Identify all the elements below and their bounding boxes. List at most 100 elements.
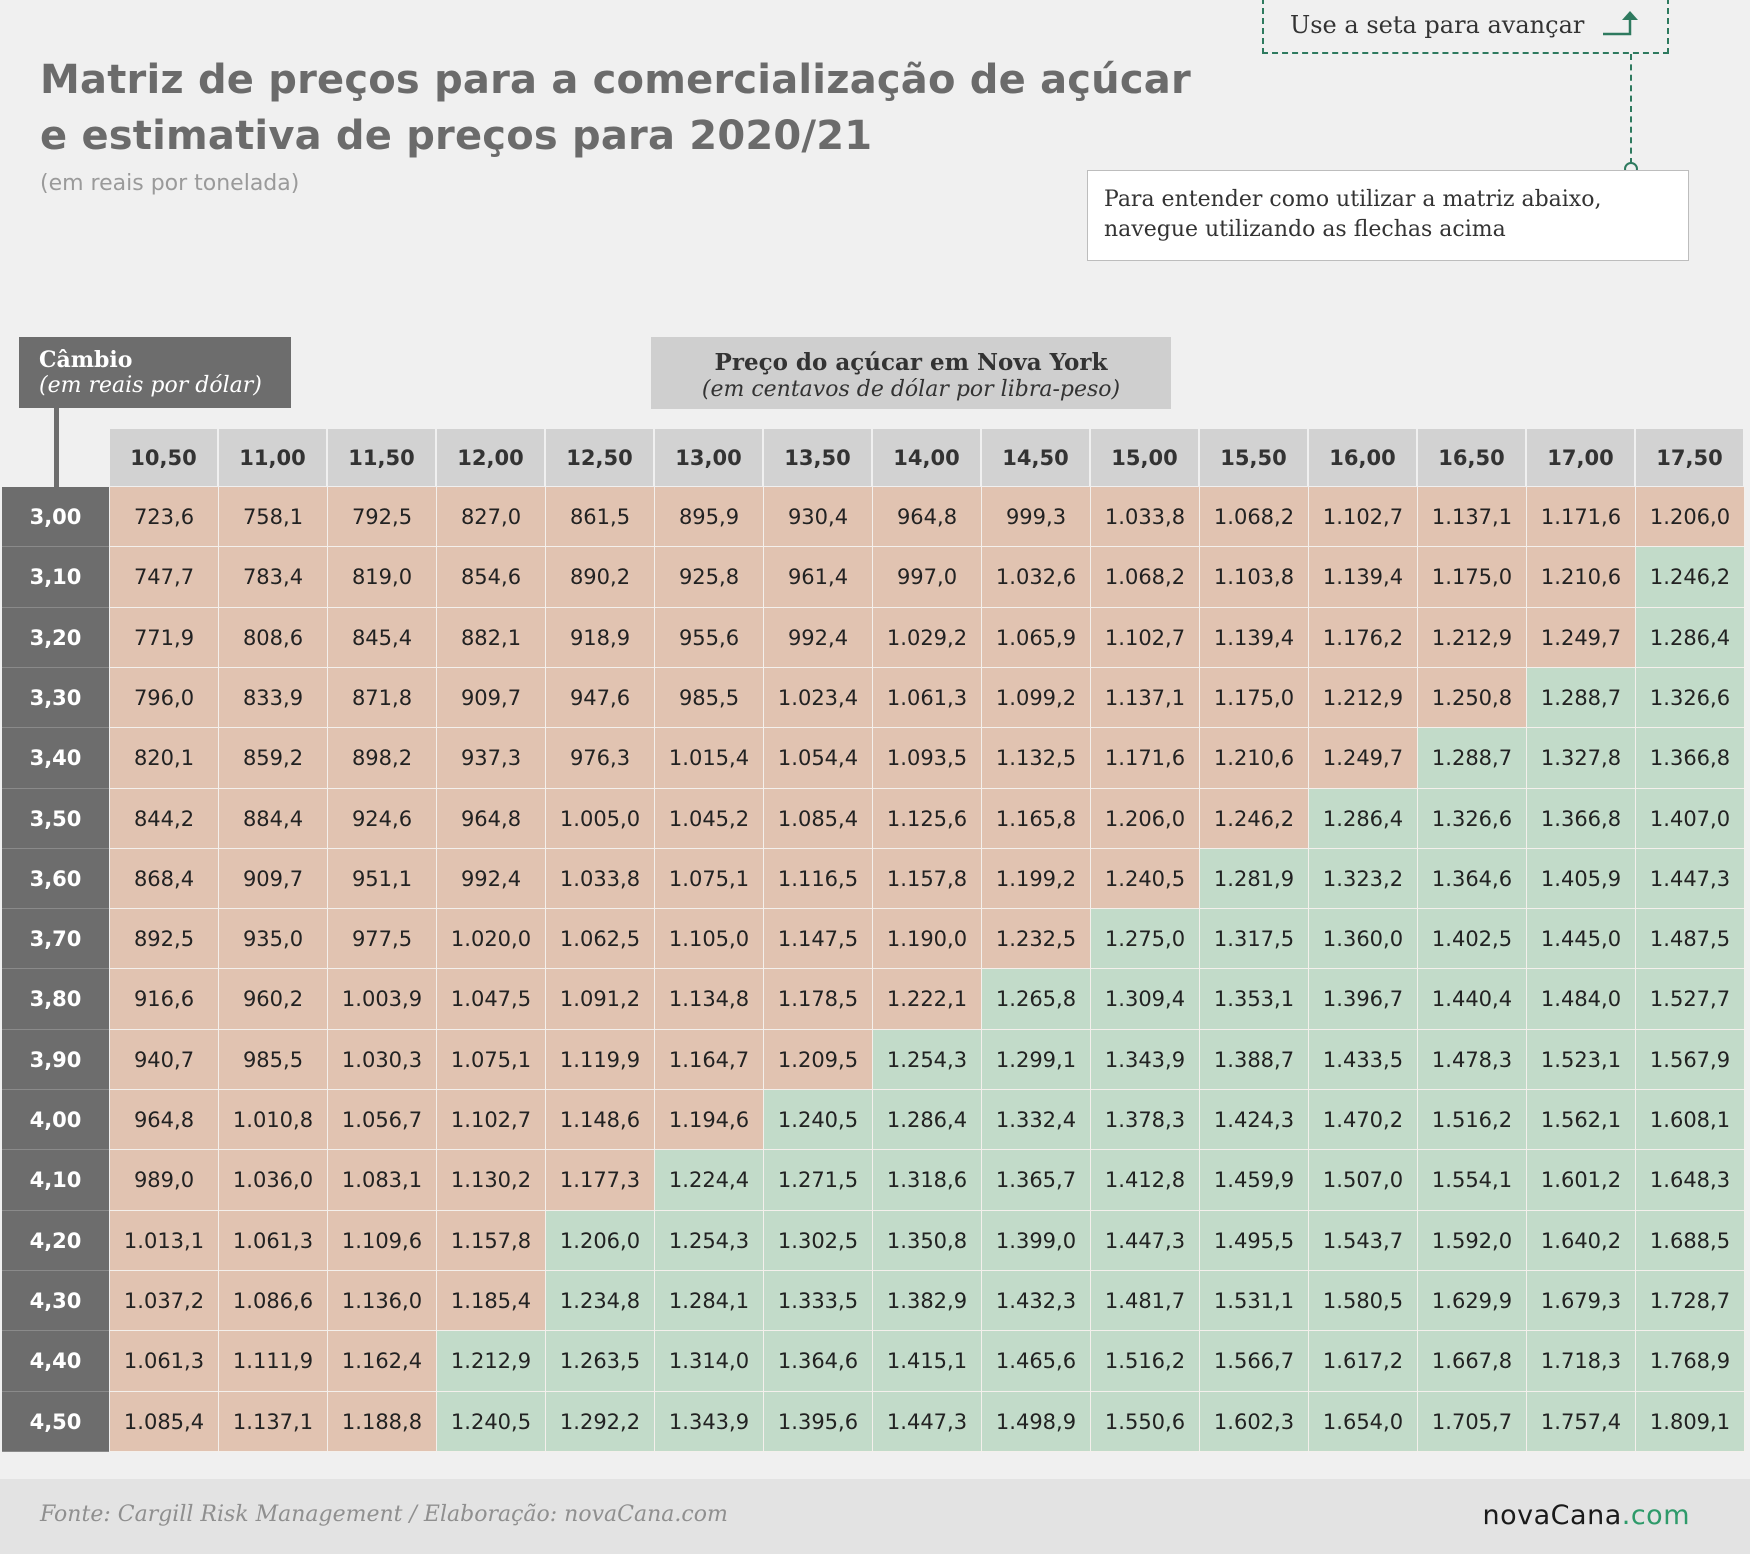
matrix-cell: 985,5	[219, 1030, 328, 1090]
row-header: 4,40	[2, 1331, 109, 1392]
matrix-cell: 1.567,9	[1636, 1030, 1745, 1090]
matrix-cell: 1.640,2	[1527, 1211, 1636, 1271]
matrix-cell: 1.286,4	[873, 1090, 982, 1150]
matrix-cell: 1.365,7	[982, 1150, 1091, 1211]
matrix-cell: 1.299,1	[982, 1030, 1091, 1090]
matrix-cell: 964,8	[437, 789, 546, 849]
matrix-cell: 1.265,8	[982, 969, 1091, 1030]
matrix-cell: 1.240,5	[764, 1090, 873, 1150]
matrix-cell: 1.440,4	[1418, 969, 1527, 1030]
matrix-cell: 1.139,4	[1200, 608, 1309, 668]
matrix-cell: 1.288,7	[1418, 728, 1527, 789]
matrix-cell: 1.013,1	[110, 1211, 219, 1271]
matrix-cell: 1.023,4	[764, 668, 873, 728]
matrix-cell: 1.020,0	[437, 909, 546, 969]
matrix-cell: 1.447,3	[873, 1392, 982, 1452]
matrix-cell: 1.033,8	[546, 849, 655, 909]
matrix-cell: 1.125,6	[873, 789, 982, 849]
matrix-cell: 1.309,4	[1091, 969, 1200, 1030]
column-header: 10,50	[110, 429, 218, 486]
matrix-cell: 1.246,2	[1200, 789, 1309, 849]
matrix-cell: 1.302,5	[764, 1211, 873, 1271]
matrix-cell: 1.327,8	[1527, 728, 1636, 789]
matrix-cell: 1.470,2	[1309, 1090, 1418, 1150]
matrix-cell: 1.288,7	[1527, 668, 1636, 728]
matrix-cell: 1.318,6	[873, 1150, 982, 1211]
matrix-cell: 1.176,2	[1309, 608, 1418, 668]
matrix-cell: 1.809,1	[1636, 1392, 1745, 1452]
column-header: 17,00	[1527, 429, 1635, 486]
matrix-cell: 1.566,7	[1200, 1331, 1309, 1392]
matrix-cell: 1.667,8	[1418, 1331, 1527, 1392]
matrix-cell: 1.314,0	[655, 1331, 764, 1392]
matrix-cell: 1.102,7	[1091, 608, 1200, 668]
matrix-cell: 1.543,7	[1309, 1211, 1418, 1271]
matrix-cell: 1.099,2	[982, 668, 1091, 728]
matrix-cell: 1.171,6	[1527, 487, 1636, 547]
matrix-cell: 1.388,7	[1200, 1030, 1309, 1090]
matrix-cell: 1.487,5	[1636, 909, 1745, 969]
matrix-cell: 1.157,8	[873, 849, 982, 909]
row-header: 3,90	[2, 1030, 109, 1090]
arrow-up-right-icon[interactable]	[1601, 8, 1641, 44]
matrix-cell: 1.178,5	[764, 969, 873, 1030]
matrix-cell: 1.531,1	[1200, 1271, 1309, 1331]
matrix-cell: 1.224,4	[655, 1150, 764, 1211]
matrix-cell: 1.286,4	[1636, 608, 1745, 668]
matrix-cell: 1.249,7	[1309, 728, 1418, 789]
matrix-cell: 1.705,7	[1418, 1392, 1527, 1452]
matrix-cell: 924,6	[328, 789, 437, 849]
matrix-cell: 1.249,7	[1527, 608, 1636, 668]
row-axis-stem	[54, 408, 59, 488]
matrix-cell: 1.199,2	[982, 849, 1091, 909]
matrix-cell: 1.768,9	[1636, 1331, 1745, 1392]
matrix-cell: 1.254,3	[655, 1211, 764, 1271]
column-header: 12,00	[437, 429, 545, 486]
matrix-cell: 1.366,8	[1636, 728, 1745, 789]
matrix-cell: 895,9	[655, 487, 764, 547]
matrix-cell: 1.281,9	[1200, 849, 1309, 909]
matrix-cell: 1.602,3	[1200, 1392, 1309, 1452]
matrix-cell: 1.507,0	[1309, 1150, 1418, 1211]
row-header: 3,60	[2, 849, 109, 909]
matrix-cell: 1.343,9	[1091, 1030, 1200, 1090]
matrix-cell: 820,1	[110, 728, 219, 789]
matrix-cell: 1.061,3	[110, 1331, 219, 1392]
matrix-cell: 1.212,9	[437, 1331, 546, 1392]
matrix-cell: 1.412,8	[1091, 1150, 1200, 1211]
matrix-cell: 1.165,8	[982, 789, 1091, 849]
column-header: 14,00	[873, 429, 981, 486]
matrix-cell: 1.263,5	[546, 1331, 655, 1392]
advance-arrow-button[interactable]: Use a seta para avançar	[1262, 0, 1669, 54]
matrix-cell: 992,4	[437, 849, 546, 909]
matrix-cell: 1.254,3	[873, 1030, 982, 1090]
matrix-cell: 1.447,3	[1091, 1211, 1200, 1271]
matrix-cell: 1.033,8	[1091, 487, 1200, 547]
advance-label: Use a seta para avançar	[1290, 11, 1585, 39]
matrix-cell: 1.093,5	[873, 728, 982, 789]
matrix-cell: 1.206,0	[1091, 789, 1200, 849]
matrix-cell: 1.424,3	[1200, 1090, 1309, 1150]
matrix-cell: 1.250,8	[1418, 668, 1527, 728]
matrix-cell: 1.188,8	[328, 1392, 437, 1452]
matrix-cell: 1.086,6	[219, 1271, 328, 1331]
matrix-cell: 1.212,9	[1418, 608, 1527, 668]
matrix-cell: 819,0	[328, 547, 437, 608]
row-header: 3,10	[2, 547, 109, 608]
matrix-cell: 1.445,0	[1527, 909, 1636, 969]
matrix-cell: 1.075,1	[437, 1030, 546, 1090]
matrix-cell: 1.111,9	[219, 1331, 328, 1392]
matrix-cell: 859,2	[219, 728, 328, 789]
matrix-cell: 1.130,2	[437, 1150, 546, 1211]
matrix-cell: 1.382,9	[873, 1271, 982, 1331]
matrix-cell: 1.343,9	[655, 1392, 764, 1452]
matrix-cell: 985,5	[655, 668, 764, 728]
matrix-cell: 961,4	[764, 547, 873, 608]
matrix-cell: 1.190,0	[873, 909, 982, 969]
matrix-cell: 868,4	[110, 849, 219, 909]
column-header: 13,50	[764, 429, 872, 486]
matrix-cell: 1.402,5	[1418, 909, 1527, 969]
matrix-cell: 796,0	[110, 668, 219, 728]
matrix-cell: 1.206,0	[1636, 487, 1745, 547]
matrix-cell: 882,1	[437, 608, 546, 668]
